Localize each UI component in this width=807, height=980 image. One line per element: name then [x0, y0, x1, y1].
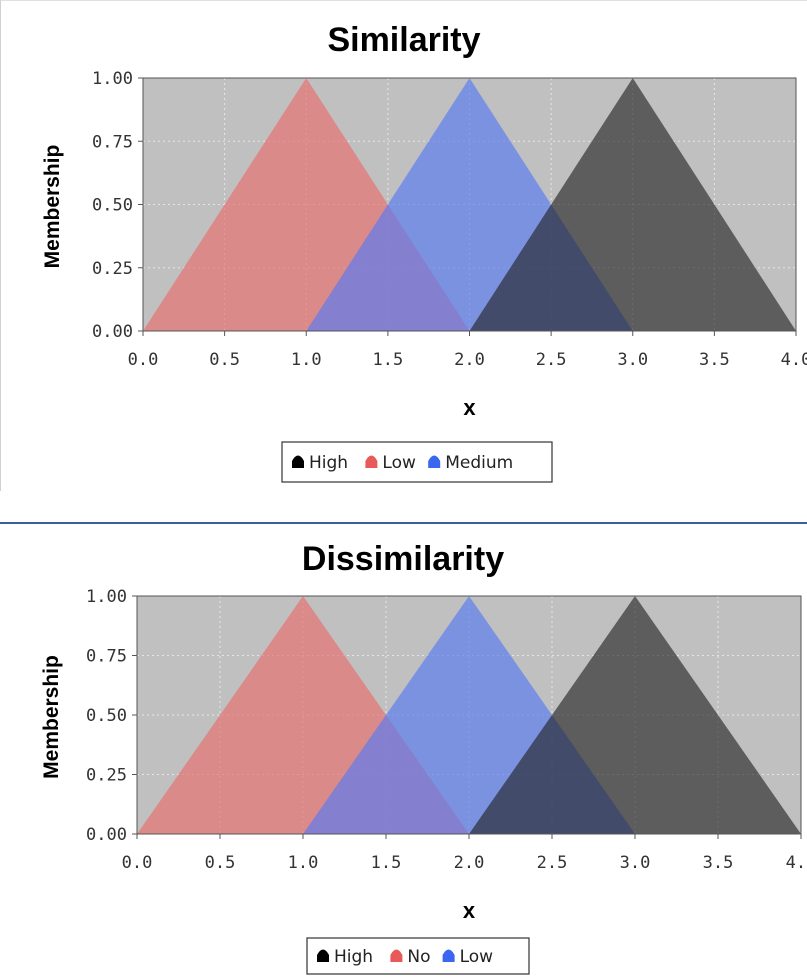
- y-axis-label: Membership: [40, 655, 63, 779]
- legend-label-high: High: [334, 947, 373, 967]
- x-tick-label: 1.0: [291, 350, 322, 370]
- legend-item-low: Low: [365, 453, 416, 473]
- legend-box: [281, 441, 553, 483]
- x-tick-label: 1.5: [373, 350, 404, 370]
- x-tick-label: 2.5: [536, 350, 567, 370]
- x-tick-label: 4.0: [781, 350, 807, 370]
- x-axis-label: x: [463, 395, 476, 420]
- legend-item-high: High: [317, 947, 373, 967]
- similarity-chart: Similarity 0.0 0.5 1.0 1.5 2.0 2.5 3.0 3.5 4.0 0.0…: [41, 21, 807, 483]
- y-tick-label: 0.00: [92, 322, 133, 342]
- legend-item-high: High: [292, 453, 348, 473]
- x-tick-label: 1.0: [288, 853, 319, 873]
- legend-item-low: Low: [442, 947, 494, 967]
- x-tick-label: 3.5: [703, 853, 734, 873]
- legend-swatch-no-icon: [390, 949, 403, 962]
- legend-label-high: High: [309, 453, 348, 473]
- y-tick-label: 1.00: [86, 587, 127, 607]
- dissimilarity-chart-panel: Dissimilarity 0.0 0.5 1.0 1.5 2.0 2.5 3.0 3.5 4. 0…: [0, 522, 807, 980]
- y-tick-label: 0.75: [92, 132, 133, 152]
- legend-label-low: Low: [382, 453, 416, 473]
- chart-title: Similarity: [327, 21, 480, 59]
- legend-swatch-low-icon: [442, 949, 455, 962]
- similarity-chart-panel: Similarity 0.0 0.5 1.0 1.5 2.0 2.5 3.0 3.5 4.0 0.0…: [0, 0, 807, 491]
- x-tick-label: 2.0: [454, 853, 485, 873]
- y-tick-label: 0.25: [86, 766, 127, 786]
- y-tick-label: 0.50: [86, 706, 127, 726]
- y-axis-label: Membership: [41, 145, 64, 269]
- legend: High Low Medium: [281, 441, 553, 483]
- x-tick-label: 1.5: [371, 853, 402, 873]
- x-tick-label: 0.0: [122, 853, 153, 873]
- x-tick-label: 2.5: [537, 853, 568, 873]
- chart-title: Dissimilarity: [302, 540, 504, 578]
- legend-swatch-high-icon: [292, 455, 304, 468]
- legend-swatch-medium-icon: [428, 455, 441, 468]
- x-tick-label: 0.0: [128, 350, 159, 370]
- x-tick-label: 4.0: [786, 853, 807, 873]
- series-area-high: [469, 78, 796, 331]
- x-tick-label: 3.0: [617, 350, 648, 370]
- dissimilarity-chart: Dissimilarity 0.0 0.5 1.0 1.5 2.0 2.5 3.0 3.5 4. 0…: [40, 540, 807, 975]
- x-tick-label: 0.5: [209, 350, 240, 370]
- legend: High No Low: [306, 937, 530, 975]
- legend-label-no: No: [407, 947, 430, 967]
- legend-box: [306, 937, 530, 975]
- x-tick-label: 3.0: [620, 853, 651, 873]
- legend-item-medium: Medium: [428, 453, 513, 473]
- x-tick-label: 2.0: [454, 350, 485, 370]
- x-tick-label: 3.5: [699, 350, 730, 370]
- y-tick-label: 0.75: [86, 647, 127, 667]
- legend-item-no: No: [390, 947, 431, 967]
- x-axis-label: x: [463, 898, 476, 923]
- x-tick-label: 0.5: [205, 853, 236, 873]
- legend-label-medium: Medium: [445, 453, 513, 473]
- legend-swatch-low-icon: [365, 455, 378, 468]
- series-area-high: [469, 596, 801, 834]
- y-tick-label: 0.00: [86, 825, 127, 845]
- y-tick-label: 0.50: [92, 196, 133, 216]
- y-tick-label: 1.00: [92, 69, 133, 89]
- legend-swatch-high-icon: [317, 949, 329, 962]
- legend-label-low: Low: [460, 947, 494, 967]
- y-tick-label: 0.25: [92, 259, 133, 279]
